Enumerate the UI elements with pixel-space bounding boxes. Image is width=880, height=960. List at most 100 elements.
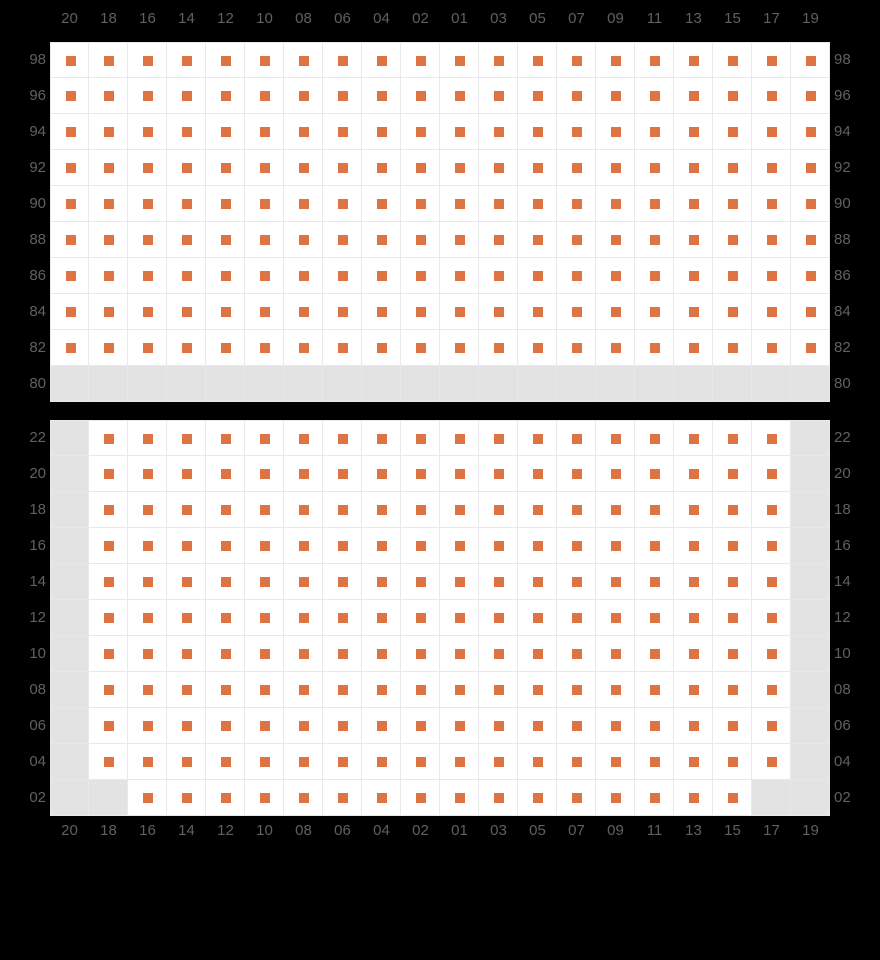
seat-cell[interactable] (128, 42, 167, 78)
seat-cell[interactable] (635, 456, 674, 492)
seat-cell[interactable] (479, 564, 518, 600)
seat-cell[interactable] (401, 420, 440, 456)
seat-cell[interactable] (245, 222, 284, 258)
seat-cell[interactable] (557, 330, 596, 366)
seat-cell[interactable] (206, 528, 245, 564)
seat-cell[interactable] (752, 294, 791, 330)
seat-cell[interactable] (518, 708, 557, 744)
seat-cell[interactable] (362, 564, 401, 600)
seat-cell[interactable] (89, 186, 128, 222)
seat-cell[interactable] (89, 600, 128, 636)
seat-cell[interactable] (128, 294, 167, 330)
seat-cell[interactable] (596, 780, 635, 816)
seat-cell[interactable] (791, 258, 830, 294)
seat-cell[interactable] (596, 744, 635, 780)
seat-cell[interactable] (713, 744, 752, 780)
seat-cell[interactable] (713, 600, 752, 636)
seat-cell[interactable] (128, 258, 167, 294)
seat-cell[interactable] (401, 258, 440, 294)
seat-cell[interactable] (167, 294, 206, 330)
seat-cell[interactable] (596, 258, 635, 294)
seat-cell[interactable] (596, 528, 635, 564)
seat-cell[interactable] (635, 708, 674, 744)
seat-cell[interactable] (167, 492, 206, 528)
seat-cell[interactable] (128, 636, 167, 672)
seat-cell[interactable] (401, 456, 440, 492)
seat-cell[interactable] (635, 744, 674, 780)
seat-cell[interactable] (401, 780, 440, 816)
seat-cell[interactable] (50, 186, 89, 222)
seat-cell[interactable] (89, 42, 128, 78)
seat-cell[interactable] (713, 492, 752, 528)
seat-cell[interactable] (245, 294, 284, 330)
seat-cell[interactable] (89, 564, 128, 600)
seat-cell[interactable] (362, 492, 401, 528)
seat-cell[interactable] (167, 78, 206, 114)
seat-cell[interactable] (284, 186, 323, 222)
seat-cell[interactable] (167, 672, 206, 708)
seat-cell[interactable] (479, 600, 518, 636)
seat-cell[interactable] (50, 294, 89, 330)
seat-cell[interactable] (401, 330, 440, 366)
seat-cell[interactable] (440, 744, 479, 780)
seat-cell[interactable] (752, 564, 791, 600)
seat-cell[interactable] (518, 780, 557, 816)
seat-cell[interactable] (167, 222, 206, 258)
seat-cell[interactable] (401, 114, 440, 150)
seat-cell[interactable] (89, 456, 128, 492)
seat-cell[interactable] (557, 744, 596, 780)
seat-cell[interactable] (752, 258, 791, 294)
seat-cell[interactable] (167, 528, 206, 564)
seat-cell[interactable] (128, 456, 167, 492)
seat-cell[interactable] (440, 780, 479, 816)
seat-cell[interactable] (206, 330, 245, 366)
seat-cell[interactable] (245, 636, 284, 672)
seat-cell[interactable] (752, 600, 791, 636)
seat-cell[interactable] (557, 780, 596, 816)
seat-cell[interactable] (89, 708, 128, 744)
seat-cell[interactable] (674, 186, 713, 222)
seat-cell[interactable] (557, 564, 596, 600)
seat-cell[interactable] (245, 330, 284, 366)
seat-cell[interactable] (440, 186, 479, 222)
seat-cell[interactable] (401, 42, 440, 78)
seat-cell[interactable] (635, 600, 674, 636)
seat-cell[interactable] (752, 186, 791, 222)
seat-cell[interactable] (323, 420, 362, 456)
seat-cell[interactable] (713, 42, 752, 78)
seat-cell[interactable] (713, 186, 752, 222)
seat-cell[interactable] (440, 564, 479, 600)
seat-cell[interactable] (323, 258, 362, 294)
seat-cell[interactable] (518, 222, 557, 258)
seat-cell[interactable] (713, 258, 752, 294)
seat-cell[interactable] (479, 78, 518, 114)
seat-cell[interactable] (596, 564, 635, 600)
seat-cell[interactable] (479, 258, 518, 294)
seat-cell[interactable] (167, 708, 206, 744)
seat-cell[interactable] (440, 114, 479, 150)
seat-cell[interactable] (89, 150, 128, 186)
seat-cell[interactable] (362, 708, 401, 744)
seat-cell[interactable] (245, 744, 284, 780)
seat-cell[interactable] (440, 330, 479, 366)
seat-cell[interactable] (440, 294, 479, 330)
seat-cell[interactable] (284, 708, 323, 744)
seat-cell[interactable] (518, 78, 557, 114)
seat-cell[interactable] (245, 708, 284, 744)
seat-cell[interactable] (167, 456, 206, 492)
seat-cell[interactable] (323, 528, 362, 564)
seat-cell[interactable] (752, 636, 791, 672)
seat-cell[interactable] (479, 420, 518, 456)
seat-cell[interactable] (596, 600, 635, 636)
seat-cell[interactable] (284, 222, 323, 258)
seat-cell[interactable] (674, 330, 713, 366)
seat-cell[interactable] (518, 744, 557, 780)
seat-cell[interactable] (362, 528, 401, 564)
seat-cell[interactable] (245, 672, 284, 708)
seat-cell[interactable] (128, 528, 167, 564)
seat-cell[interactable] (674, 42, 713, 78)
seat-cell[interactable] (596, 420, 635, 456)
seat-cell[interactable] (284, 258, 323, 294)
seat-cell[interactable] (596, 78, 635, 114)
seat-cell[interactable] (518, 636, 557, 672)
